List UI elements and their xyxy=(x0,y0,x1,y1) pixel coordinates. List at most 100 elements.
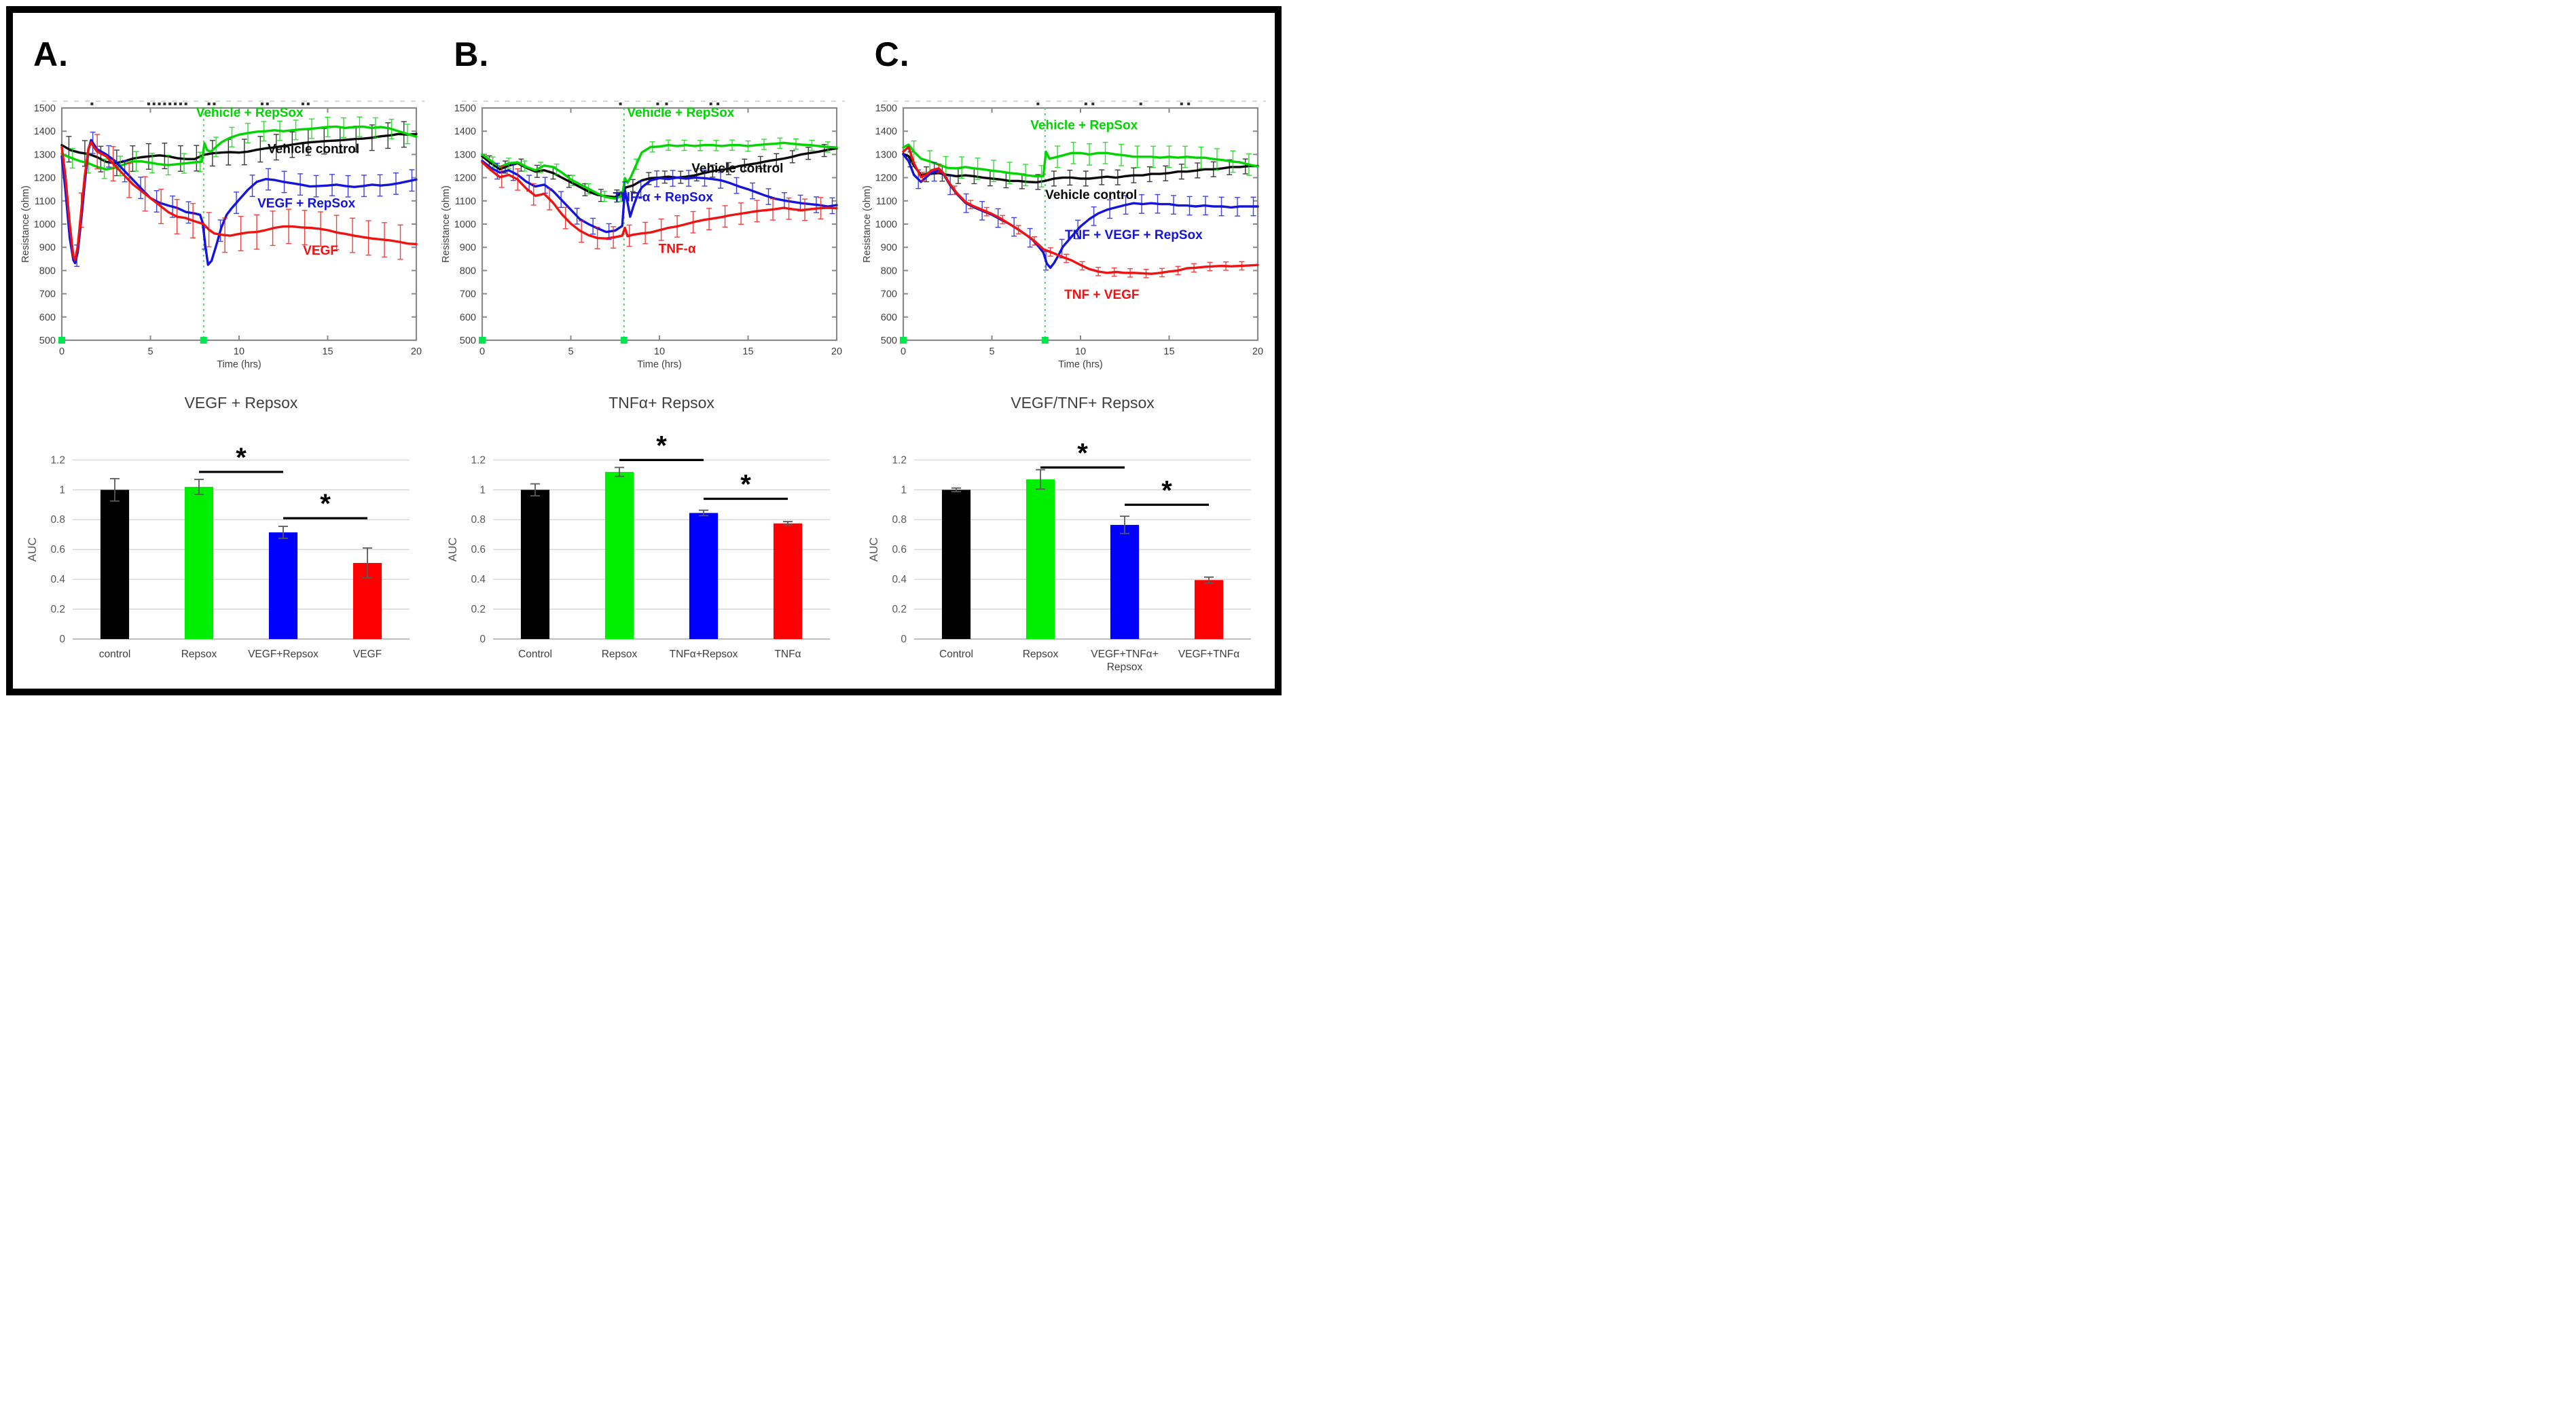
y-tick-label: 1500 xyxy=(454,103,476,114)
bar-error xyxy=(530,483,541,496)
y-tick-label: 1.2 xyxy=(892,454,907,466)
y-axis-label: Resistance (ohm) xyxy=(441,185,452,263)
bar-error xyxy=(363,547,372,579)
y-tick-label: 0.8 xyxy=(50,514,65,526)
sig-dot xyxy=(1180,103,1183,105)
y-tick-label: 1100 xyxy=(455,196,476,207)
sig-dot xyxy=(619,103,622,105)
y-tick-label: 700 xyxy=(39,289,56,300)
series-label: Vehicle + RepSox xyxy=(628,106,735,120)
series-label: Vehicle control xyxy=(692,162,784,176)
category-label: Repsox xyxy=(181,649,217,660)
sig-dot xyxy=(168,103,172,105)
sig-star: * xyxy=(657,431,668,460)
series-label: TNF + VEGF + RepSox xyxy=(1065,228,1203,242)
y-tick-label: 1000 xyxy=(454,219,476,230)
sig-dot xyxy=(1084,103,1087,105)
y-tick-label: 1400 xyxy=(454,126,476,137)
category-label: VEGF+TNFα+ Repsox xyxy=(1091,649,1158,673)
sig-dot xyxy=(656,103,659,105)
sig-dot xyxy=(716,103,720,105)
sig-dot xyxy=(179,103,182,105)
x-tick-label: 15 xyxy=(322,346,333,357)
bar-VEGF+TNFα+-Repsox xyxy=(1110,524,1139,639)
line-chart-A: 500 600 700 800 900 1000 1100 1200 1300 1400 1500 0… xyxy=(17,90,427,376)
sig-dot xyxy=(306,103,310,105)
event-marker xyxy=(200,337,207,344)
series-group xyxy=(481,137,839,249)
error-bars-blue xyxy=(494,162,835,240)
sig-dot xyxy=(1036,103,1039,105)
x-tick-label: 20 xyxy=(1252,346,1263,357)
y-tick-label: 0 xyxy=(59,634,65,645)
y-tick-label: 0.6 xyxy=(50,544,65,555)
y-tick-label: 1.2 xyxy=(50,454,65,466)
bar-chart-title: VEGF/TNF+ Repsox xyxy=(1011,394,1155,412)
bar-TNFα+Repsox xyxy=(689,513,719,639)
y-tick-label: 800 xyxy=(880,266,896,276)
x-tick-label: 10 xyxy=(654,346,665,357)
y-tick-label: 1400 xyxy=(875,126,896,137)
y-tick-label: 900 xyxy=(460,242,476,253)
y-tick-label: 1500 xyxy=(34,103,56,114)
x-tick-label: 0 xyxy=(901,346,906,357)
category-label: TNFα+Repsox xyxy=(670,649,738,660)
bar-error xyxy=(1203,576,1214,584)
bar-chart-C: VEGF/TNF+ Repsox 0 0.2 0.4 0.6 0.8 1 1.2 AUC * * Co… xyxy=(863,385,1270,684)
series-line-red xyxy=(901,145,1259,275)
series-line-red xyxy=(60,141,418,261)
sig-star: * xyxy=(320,489,331,519)
bar-chart-A: VEGF + Repsox 0 0.2 0.4 0.6 0.8 1 1.2 AUC * * contr… xyxy=(21,385,429,684)
sig-dot xyxy=(301,103,304,105)
series-line-black xyxy=(901,152,1259,184)
sig-dot xyxy=(260,103,264,105)
y-tick-label: 1200 xyxy=(454,173,476,184)
series-label: TNF + VEGF xyxy=(1064,288,1139,302)
y-axis-label: AUC xyxy=(446,537,459,562)
sig-dot xyxy=(665,103,668,105)
series-label: TNF-α + RepSox xyxy=(613,190,714,204)
y-tick-label: 0.8 xyxy=(892,514,907,526)
bar-chart-B-svg: TNFα+ Repsox 0 0.2 0.4 0.6 0.8 1 1.2 AUC * * Contro… xyxy=(446,394,831,660)
y-axis-label: AUC xyxy=(26,537,39,562)
y-tick-label: 1100 xyxy=(35,196,56,207)
bar-error xyxy=(194,479,204,495)
sig-dot xyxy=(266,103,269,105)
sig-dot xyxy=(184,103,187,105)
x-tick-label: 0 xyxy=(479,346,485,357)
bar-error xyxy=(110,477,120,502)
series-label: Vehicle + RepSox xyxy=(196,106,304,120)
x-tick-label: 10 xyxy=(1075,346,1086,357)
bar-chart-title: TNFα+ Repsox xyxy=(609,394,714,412)
category-label: VEGF+Repsox xyxy=(248,649,319,660)
panel-A: A. 500 600 700 800 900 1000 1100 1200 1300 1400 15… xyxy=(13,13,433,689)
bar-chart-C-svg: VEGF/TNF+ Repsox 0 0.2 0.4 0.6 0.8 1 1.2 AUC * * Co… xyxy=(867,394,1251,673)
bar-error xyxy=(783,521,793,526)
sig-star: * xyxy=(1161,475,1172,505)
bar-VEGF+TNFα xyxy=(1194,580,1223,639)
sig-star: * xyxy=(741,469,752,499)
sig-dot xyxy=(158,103,161,105)
series-line-black xyxy=(481,147,839,199)
bar-Repsox xyxy=(184,486,214,639)
series-line-red xyxy=(481,161,839,240)
y-tick-label: 0.6 xyxy=(892,544,907,555)
x-tick-label: 5 xyxy=(568,346,574,357)
y-tick-label: 900 xyxy=(39,242,56,253)
series-label: TNF-α xyxy=(659,242,696,256)
y-tick-label: 0.2 xyxy=(50,604,65,615)
panel-C: C. 500 600 700 800 900 1000 1100 1200 1300 1400 15… xyxy=(854,13,1275,689)
bar-error xyxy=(1035,469,1045,490)
y-tick-label: 0.4 xyxy=(471,574,486,585)
bar-chart-title: VEGF + Repsox xyxy=(185,394,298,412)
event-marker xyxy=(621,337,628,344)
sig-dot xyxy=(1091,103,1094,105)
x-axis-label: Time (hrs) xyxy=(217,359,261,370)
event-marker xyxy=(479,337,486,344)
y-axis-label: AUC xyxy=(867,537,880,562)
x-tick-label: 20 xyxy=(411,346,422,357)
y-tick-label: 500 xyxy=(39,335,56,346)
y-tick-label: 500 xyxy=(460,335,476,346)
y-tick-label: 1300 xyxy=(454,149,476,160)
x-axis-label: Time (hrs) xyxy=(638,359,683,370)
